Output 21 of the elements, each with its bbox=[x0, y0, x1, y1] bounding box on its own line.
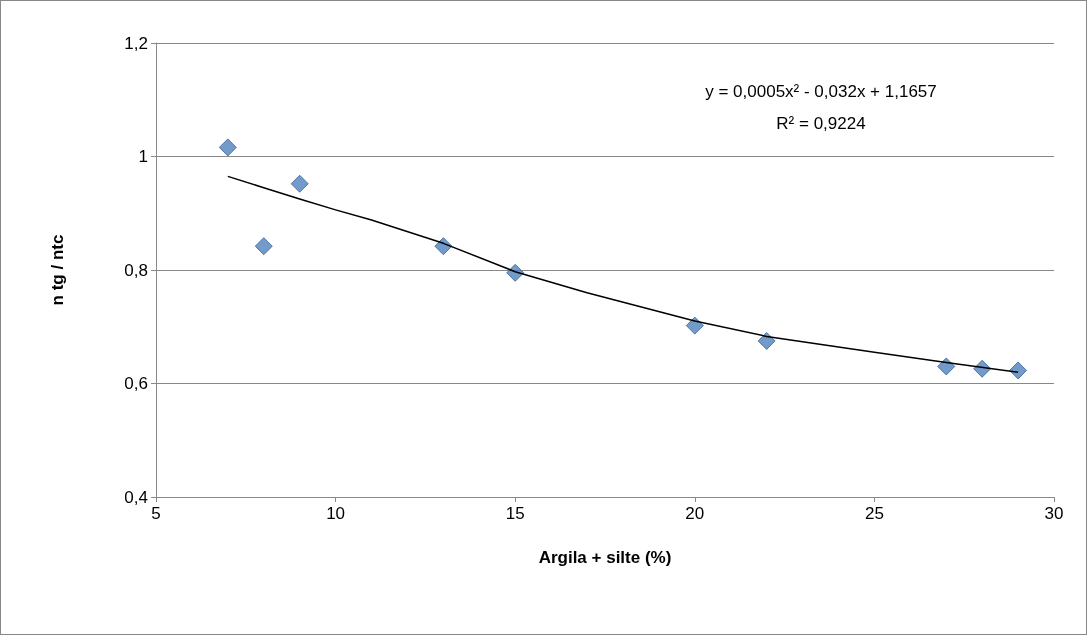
y-tick-label: 1 bbox=[138, 147, 148, 166]
y-axis-title: n tg / ntc bbox=[48, 234, 67, 306]
x-tick-label: 20 bbox=[685, 504, 705, 523]
x-tick-label: 10 bbox=[326, 504, 346, 523]
point bbox=[290, 174, 309, 193]
point bbox=[757, 331, 776, 350]
y-tick-label: 0,8 bbox=[124, 260, 148, 280]
x-tick-label: 25 bbox=[864, 504, 884, 523]
x-axis-title: Argila + silte (%) bbox=[538, 548, 672, 567]
annotation: y = 0,0005x² - 0,032x + 1,1657 bbox=[705, 82, 937, 101]
y-tick-label: 0,4 bbox=[124, 487, 148, 507]
x-tick-label: 5 bbox=[151, 504, 161, 523]
point bbox=[685, 316, 704, 335]
point bbox=[218, 138, 237, 157]
point bbox=[1009, 361, 1028, 380]
y-tick-label: 1,2 bbox=[124, 33, 148, 53]
x-tick-label: 30 bbox=[1044, 504, 1064, 523]
x-tick-label: 15 bbox=[505, 504, 525, 523]
point bbox=[254, 237, 273, 256]
annotation: R² = 0,9224 bbox=[776, 114, 866, 133]
y-tick-label: 0,6 bbox=[124, 374, 148, 393]
